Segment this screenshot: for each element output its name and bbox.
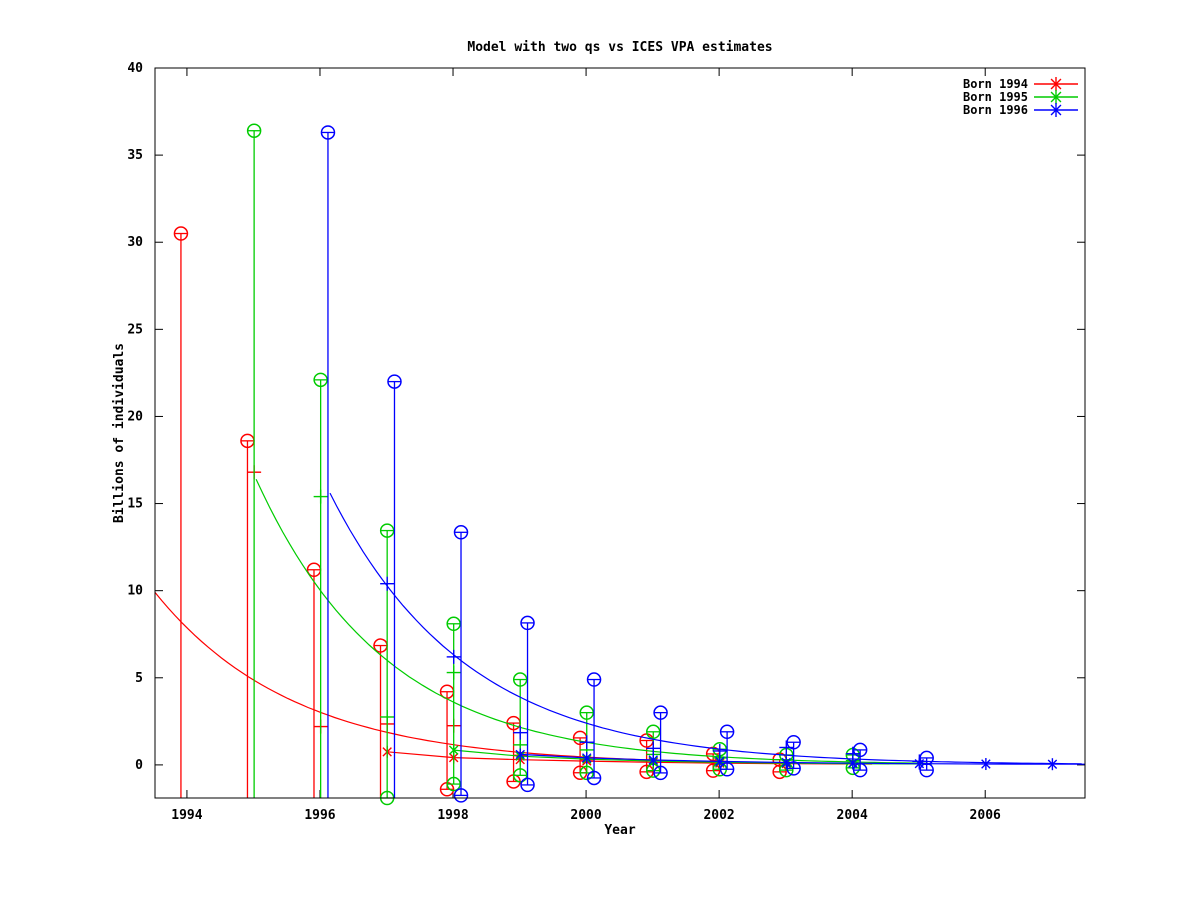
model-star-arm bbox=[1050, 91, 1062, 103]
ci-upper-circle bbox=[512, 672, 528, 687]
ci-upper-circle bbox=[320, 125, 336, 140]
y-axis-label: Billions of individuals bbox=[112, 343, 127, 523]
ci-lower-circle bbox=[705, 763, 721, 778]
y-tick-label: 40 bbox=[127, 61, 143, 76]
ci-lower-circle bbox=[639, 764, 654, 780]
model-star-arm bbox=[515, 749, 525, 760]
ci-upper-circle bbox=[852, 742, 868, 758]
ci-lower-circle bbox=[772, 764, 787, 780]
ci-upper-circle bbox=[786, 734, 801, 750]
ci-upper-circle bbox=[520, 615, 535, 631]
chart-title: Model with two qs vs ICES VPA estimates bbox=[467, 40, 772, 55]
model-curve bbox=[329, 492, 1082, 765]
ci-upper-circle bbox=[379, 523, 395, 538]
y-tick-label: 30 bbox=[127, 235, 143, 250]
x-tick-label: 2002 bbox=[703, 808, 734, 823]
ci-lower-circle bbox=[512, 768, 528, 783]
ci-lower-circle bbox=[446, 776, 461, 792]
x-axis-label: Year bbox=[604, 823, 635, 838]
ci-upper-circle bbox=[646, 724, 661, 740]
y-tick-label: 10 bbox=[127, 584, 143, 599]
model-star-arm bbox=[848, 758, 858, 768]
model-curve bbox=[255, 478, 929, 764]
ci-upper-circle bbox=[446, 616, 461, 632]
y-tick-label: 20 bbox=[127, 409, 143, 424]
model-star-arm bbox=[715, 756, 725, 767]
ci-upper-circle bbox=[173, 226, 189, 241]
x-tick-label: 2004 bbox=[837, 808, 868, 823]
x-tick-label: 1994 bbox=[171, 808, 202, 823]
x-tick-label: 2006 bbox=[970, 808, 1001, 823]
model-star-arm bbox=[914, 758, 925, 769]
model-star-line bbox=[520, 753, 1085, 765]
y-tick-label: 0 bbox=[135, 758, 143, 773]
model-star-arm bbox=[648, 755, 658, 765]
y-tick-label: 5 bbox=[135, 671, 143, 686]
model-star-arm bbox=[1050, 104, 1062, 116]
ci-lower-circle bbox=[520, 777, 535, 793]
plot-area: 1994 1996 1998 2000 2002 2004 2006 0 5 10 15 20 25 30… bbox=[127, 61, 1085, 823]
y-tick-label: 25 bbox=[127, 322, 143, 337]
x-tick-label: 1996 bbox=[304, 808, 335, 823]
model-star-arm bbox=[981, 759, 991, 769]
ci-lower-circle bbox=[786, 761, 801, 776]
x-tick-label: 2000 bbox=[570, 808, 601, 823]
legend-line-samples bbox=[1034, 77, 1078, 117]
ci-lower-circle bbox=[586, 770, 602, 786]
ci-upper-circle bbox=[313, 372, 328, 388]
model-star-arm bbox=[1050, 78, 1062, 90]
ci-lower-circle bbox=[653, 765, 668, 781]
ci-upper-circle bbox=[246, 123, 262, 138]
ci-upper-circle bbox=[719, 724, 735, 740]
model-star-arm bbox=[582, 753, 592, 763]
series-born-1995 bbox=[246, 123, 933, 806]
series-born-1996 bbox=[320, 125, 1085, 803]
x-tick-label: 1998 bbox=[437, 808, 468, 823]
ci-upper-circle bbox=[653, 705, 668, 720]
ci-upper-circle bbox=[387, 374, 402, 389]
y-tick-label: 35 bbox=[127, 148, 143, 163]
legend-label-born-1994: Born 1994 bbox=[963, 77, 1028, 91]
ci-lower-circle bbox=[453, 788, 469, 803]
ci-upper-circle bbox=[579, 705, 594, 720]
plot-border bbox=[154, 67, 1086, 799]
model-star-arm bbox=[448, 745, 459, 755]
ci-upper-circle bbox=[586, 672, 602, 687]
ci-upper-circle bbox=[453, 525, 469, 540]
ci-upper-circle bbox=[919, 750, 934, 766]
legend: Born 1994 Born 1995 Born 1996 bbox=[963, 77, 1078, 117]
model-star-arm bbox=[781, 757, 792, 768]
y-tick-label: 15 bbox=[127, 497, 143, 512]
legend-label-born-1996: Born 1996 bbox=[963, 103, 1028, 117]
axis-ticks: 1994 1996 1998 2000 2002 2004 2006 0 5 10 15 20 25 30… bbox=[127, 61, 1085, 823]
model-star-arm bbox=[1047, 759, 1058, 769]
ci-lower-circle bbox=[579, 765, 594, 781]
legend-label-born-1995: Born 1995 bbox=[963, 90, 1028, 104]
ci-lower-circle bbox=[719, 762, 735, 777]
